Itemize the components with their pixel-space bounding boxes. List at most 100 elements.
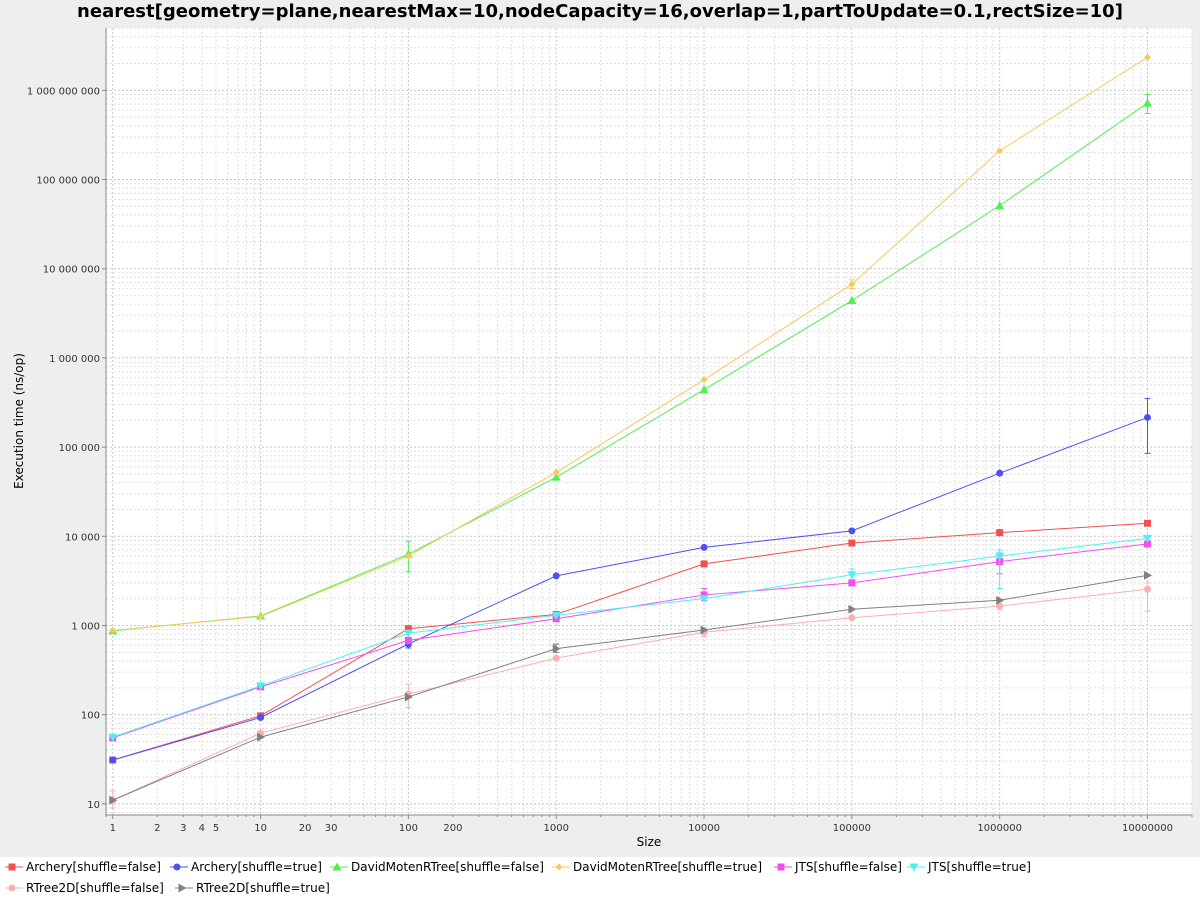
data-point [996, 529, 1004, 537]
x-tick-label: 1000 [543, 823, 568, 834]
data-point [552, 468, 560, 476]
series-line [112, 537, 1148, 738]
legend-swatch [175, 883, 193, 893]
chart-title: nearest[geometry=plane,nearestMax=10,nod… [77, 1, 1123, 22]
x-tick-label: 200 [443, 823, 462, 834]
series-group [108, 53, 1153, 809]
plot-background [106, 28, 1192, 815]
data-point [108, 733, 118, 742]
data-point [1143, 534, 1153, 543]
series-line [112, 522, 1148, 761]
data-point [109, 795, 118, 805]
legend-label: JTS[shuffle=false] [795, 860, 902, 874]
data-point [256, 682, 266, 691]
data-point [109, 626, 117, 634]
data-point [996, 147, 1004, 155]
legend-swatch [170, 863, 188, 871]
data-point [848, 527, 856, 535]
legend-swatch [907, 863, 925, 872]
data-point [700, 376, 708, 384]
chart-plot: 1 2 3 4 5 10 20 30 100 200 1000 10000 100000 1000000 1… [12, 27, 1193, 849]
legend-label: RTree2D[shuffle=true] [196, 881, 330, 895]
series-line [112, 588, 1148, 801]
legend-label: DavidMotenRTree[shuffle=true] [573, 860, 762, 874]
data-point [995, 552, 1005, 561]
x-tick-label: 100000 [833, 823, 871, 834]
data-point [555, 863, 563, 871]
data-point [700, 625, 709, 635]
data-point [552, 572, 560, 580]
data-point [1144, 519, 1152, 527]
series-6 [109, 582, 1152, 809]
legend-swatch [552, 863, 570, 871]
legend-label: Archery[shuffle=true] [191, 860, 322, 874]
y-tick-label: 100 000 000 [36, 176, 100, 187]
y-axis-label: Execution time (ns/op) [12, 353, 26, 489]
series-7 [109, 570, 1153, 805]
data-point [404, 692, 413, 702]
x-tick-label: 10 [254, 823, 267, 834]
series-line [112, 574, 1148, 801]
x-tick-label: 2 [154, 823, 160, 834]
legend-label: JTS[shuffle=true] [928, 860, 1031, 874]
data-point [699, 595, 709, 604]
data-point [1144, 570, 1153, 580]
data-point [848, 579, 856, 587]
data-point [700, 543, 708, 551]
data-point [552, 644, 561, 654]
data-point [8, 884, 16, 892]
legend-swatch [774, 863, 792, 871]
data-point [257, 713, 265, 721]
data-point [700, 591, 708, 599]
data-point [178, 883, 187, 893]
y-tick-label: 10 000 [65, 532, 100, 543]
series-line [112, 416, 1148, 761]
grid [105, 27, 1193, 815]
x-tick-label: 10000 [688, 823, 720, 834]
data-point [404, 552, 412, 560]
data-point [909, 863, 919, 872]
legend: Archery[shuffle=false] Archery[shuffle=tr… [0, 857, 1200, 900]
data-point [404, 625, 412, 633]
x-tick-label: 30 [325, 823, 338, 834]
data-point [173, 863, 181, 871]
y-tick-label: 1 000 [71, 621, 100, 632]
x-tick-label: 1 [110, 823, 116, 834]
data-point [996, 602, 1004, 610]
series-line [112, 102, 1148, 632]
data-point [552, 654, 560, 662]
data-point [1144, 53, 1152, 61]
series-3 [109, 53, 1152, 634]
data-point [404, 636, 412, 644]
y-tick-label: 100 000 [59, 443, 100, 454]
data-point [8, 863, 16, 871]
legend-label: Archery[shuffle=false] [26, 860, 161, 874]
x-tick-label: 20 [299, 823, 312, 834]
data-point [1144, 540, 1152, 548]
x-tick-label: 100 [399, 823, 418, 834]
data-point [848, 280, 856, 288]
legend-swatch [5, 884, 23, 892]
x-tick-label: 1000000 [977, 823, 1022, 834]
data-point [699, 385, 709, 394]
x-tick-label: 3 [180, 823, 186, 834]
y-tick-label: 10 000 000 [43, 265, 100, 276]
data-point [551, 472, 561, 481]
x-axis-label: Size [637, 835, 662, 849]
data-point [403, 629, 413, 638]
axes: 1 2 3 4 5 10 20 30 100 200 1000 10000 100000 1000000 1… [27, 28, 1193, 834]
data-point [257, 613, 265, 621]
legend-swatch [5, 863, 23, 871]
data-point [109, 756, 117, 764]
legend-label: DavidMotenRTree[shuffle=false] [351, 860, 544, 874]
data-point [996, 469, 1004, 477]
legend-label: RTree2D[shuffle=false] [26, 881, 164, 895]
series-line [112, 56, 1148, 631]
legend-swatch [330, 862, 348, 871]
data-point [848, 614, 856, 622]
data-point [551, 611, 561, 620]
data-point [996, 595, 1005, 605]
data-point [1144, 413, 1152, 421]
data-point [1144, 585, 1152, 593]
data-point [1143, 98, 1153, 107]
